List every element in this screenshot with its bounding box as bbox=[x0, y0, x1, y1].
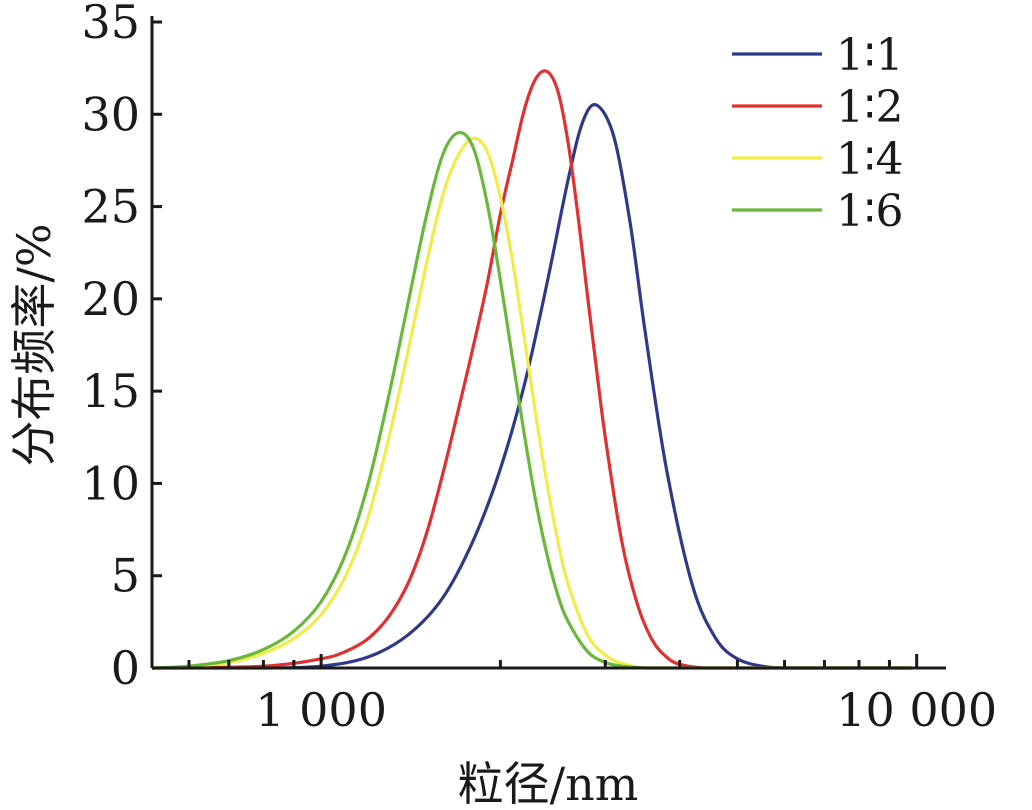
y-tick-label: 15 bbox=[81, 364, 140, 418]
y-tick-label: 0 bbox=[111, 641, 140, 695]
x-tick-label: 1 000 bbox=[255, 683, 387, 737]
y-tick-label: 5 bbox=[111, 549, 140, 603]
legend-label-2: 1∶2 bbox=[836, 82, 903, 133]
legend-label-3: 1∶4 bbox=[836, 134, 903, 185]
x-axis-label: 粒径/nm bbox=[458, 757, 639, 810]
plot-series-group bbox=[151, 69, 912, 670]
series-line-2 bbox=[151, 69, 912, 670]
y-tick-label: 20 bbox=[81, 272, 140, 326]
y-tick-label: 30 bbox=[81, 87, 140, 141]
x-tick-label: 10 000 bbox=[836, 683, 997, 737]
legend-label-1: 1∶1 bbox=[836, 30, 903, 81]
legend: 1∶11∶21∶41∶6 bbox=[732, 30, 903, 237]
y-tick-label: 25 bbox=[81, 180, 140, 234]
y-tick-label: 10 bbox=[81, 456, 140, 510]
axes-group: 0 5 10 15 20 25 30 35 1 000 10 000 bbox=[81, 0, 997, 737]
y-tick-label: 35 bbox=[81, 0, 140, 49]
legend-label-4: 1∶6 bbox=[836, 186, 903, 237]
series-line-4 bbox=[151, 130, 912, 670]
y-axis-label: 分布频率/% bbox=[7, 223, 61, 466]
series-line-3 bbox=[151, 136, 912, 670]
